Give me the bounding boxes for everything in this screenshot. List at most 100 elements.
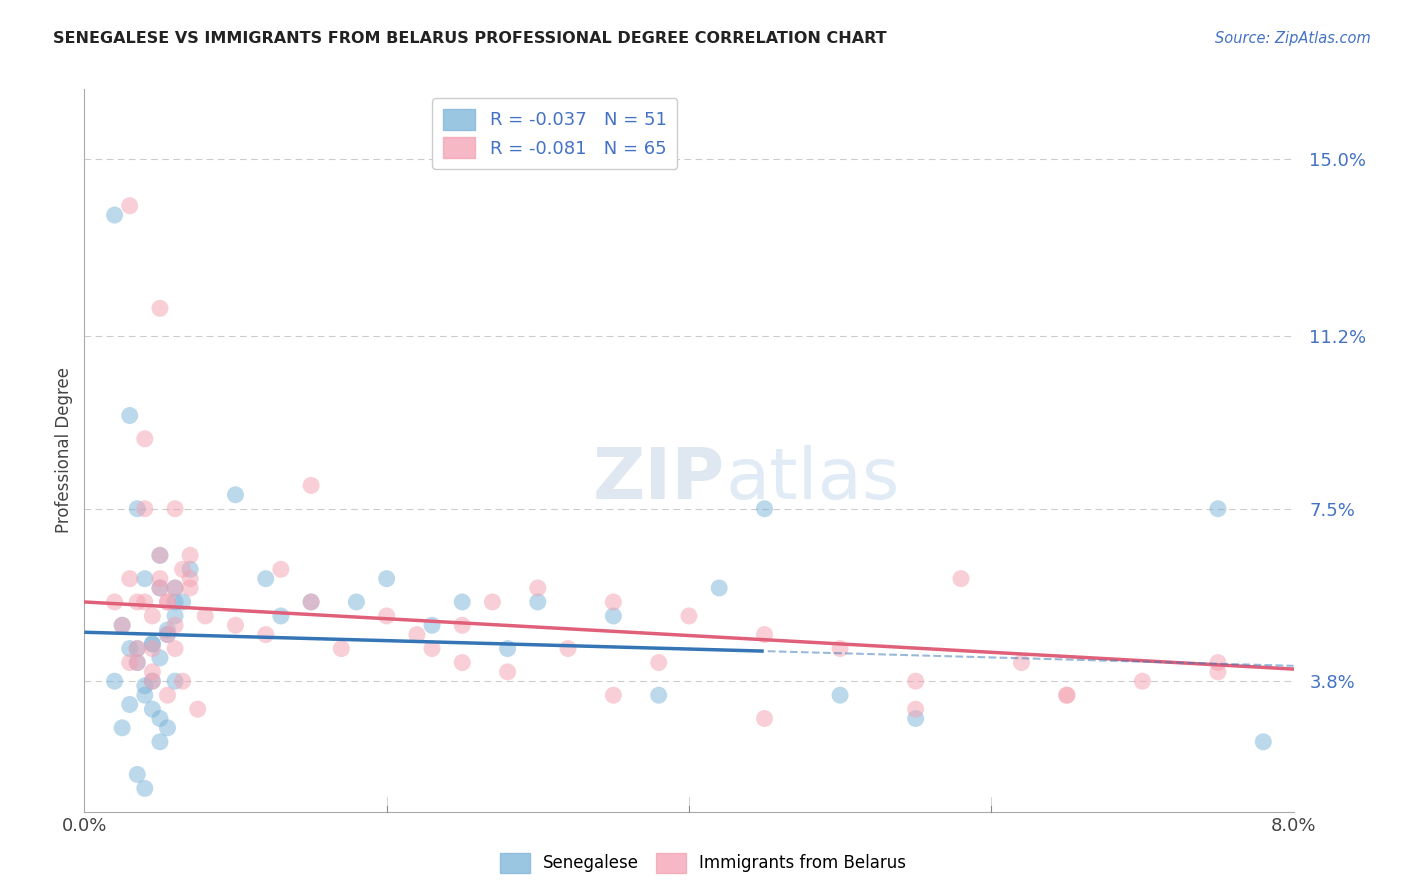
Point [1253,735,1275,749]
Point [678,609,700,624]
Point [557,641,579,656]
Point [134,688,156,702]
Point [149,549,172,563]
Point [299,478,322,492]
Point [602,609,624,624]
Point [134,781,156,796]
Point [179,549,201,563]
Point [1206,656,1229,670]
Point [149,711,172,725]
Point [299,595,322,609]
Point [111,618,134,632]
Point [118,199,141,213]
Text: Source: ZipAtlas.com: Source: ZipAtlas.com [1215,31,1371,46]
Point [165,641,187,656]
Point [330,641,353,656]
Point [172,674,194,689]
Legend: Senegalese, Immigrants from Belarus: Senegalese, Immigrants from Belarus [494,847,912,880]
Point [118,656,141,670]
Point [118,572,141,586]
Point [156,595,179,609]
Point [118,641,141,656]
Point [496,641,519,656]
Point [141,665,163,679]
Point [225,488,247,502]
Point [141,609,163,624]
Point [648,656,671,670]
Point [156,623,179,637]
Point [149,651,172,665]
Point [648,688,671,702]
Point [1132,674,1154,689]
Point [127,641,149,656]
Point [194,609,217,624]
Point [141,641,163,656]
Point [179,581,201,595]
Point [141,674,163,689]
Point [165,501,187,516]
Point [165,674,187,689]
Point [149,572,172,586]
Point [179,562,201,576]
Point [1206,665,1229,679]
Point [527,581,550,595]
Text: atlas: atlas [725,445,900,514]
Point [451,595,474,609]
Point [118,409,141,423]
Point [127,641,149,656]
Point [156,627,179,641]
Text: ZIP: ZIP [593,445,725,514]
Point [165,581,187,595]
Point [1011,656,1033,670]
Point [375,609,398,624]
Point [420,641,443,656]
Point [165,595,187,609]
Point [406,627,429,641]
Point [111,618,134,632]
Point [1056,688,1078,702]
Point [134,501,156,516]
Point [141,637,163,651]
Point [346,595,368,609]
Point [830,641,852,656]
Point [254,572,277,586]
Point [527,595,550,609]
Point [904,711,927,725]
Point [149,735,172,749]
Point [709,581,731,595]
Point [754,711,776,725]
Point [118,698,141,712]
Point [950,572,973,586]
Point [127,501,149,516]
Point [420,618,443,632]
Point [134,432,156,446]
Point [165,609,187,624]
Point [156,721,179,735]
Point [127,767,149,781]
Point [496,665,519,679]
Point [165,581,187,595]
Point [270,609,292,624]
Y-axis label: Professional Degree: Professional Degree [55,368,73,533]
Point [149,581,172,595]
Point [104,595,127,609]
Point [149,581,172,595]
Point [141,674,163,689]
Point [904,674,927,689]
Text: SENEGALESE VS IMMIGRANTS FROM BELARUS PROFESSIONAL DEGREE CORRELATION CHART: SENEGALESE VS IMMIGRANTS FROM BELARUS PR… [53,31,887,46]
Point [754,627,776,641]
Point [254,627,277,641]
Point [270,562,292,576]
Point [134,595,156,609]
Point [156,595,179,609]
Point [127,656,149,670]
Point [451,618,474,632]
Point [156,688,179,702]
Point [104,208,127,222]
Point [375,572,398,586]
Legend: R = -0.037   N = 51, R = -0.081   N = 65: R = -0.037 N = 51, R = -0.081 N = 65 [432,98,678,169]
Point [104,674,127,689]
Point [141,702,163,716]
Point [156,627,179,641]
Point [602,688,624,702]
